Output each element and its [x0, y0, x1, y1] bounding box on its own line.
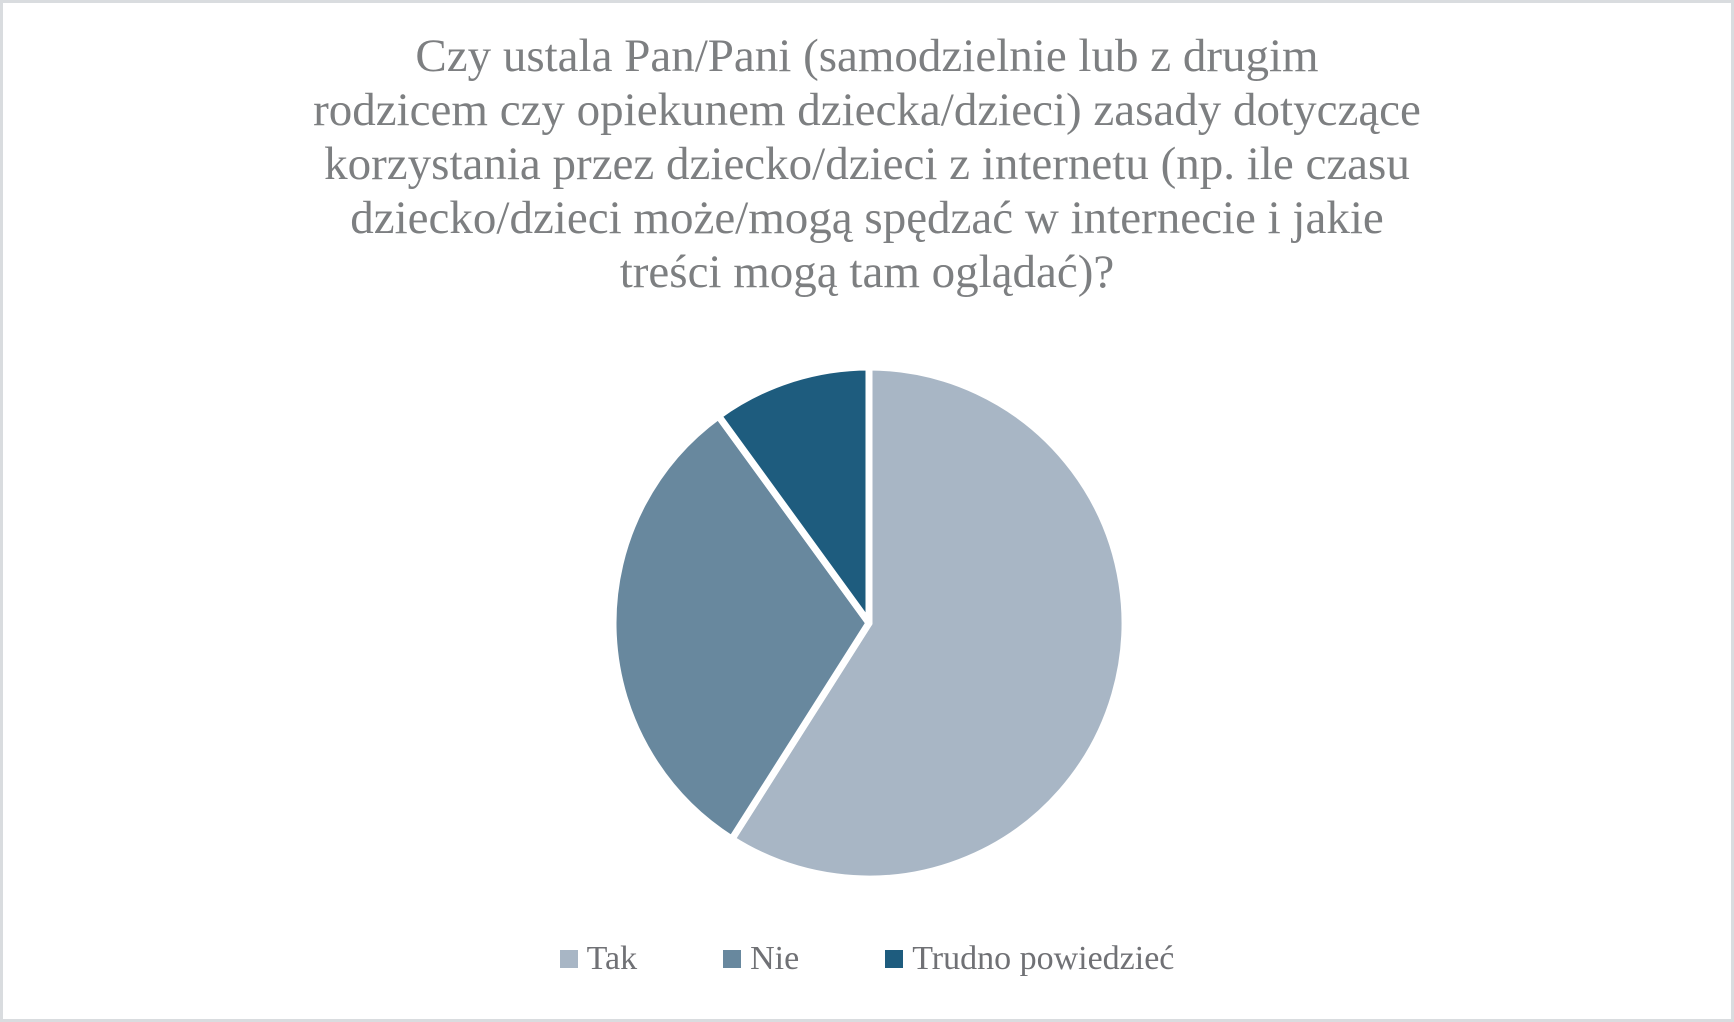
chart-title-line: Czy ustala Pan/Pani (samodzielnie lub z … [415, 30, 1319, 82]
chart-title: Czy ustala Pan/Pani (samodzielnie lub z … [3, 29, 1731, 299]
legend-swatch-nie [723, 950, 742, 969]
chart-title-line: treści mogą tam oglądać)? [619, 246, 1115, 298]
chart-legend: Tak Nie Trudno powiedzieć [3, 939, 1731, 980]
legend-item-nie: Nie [723, 939, 799, 980]
legend-swatch-tak [559, 950, 578, 969]
legend-label-trudno-powiedziec: Trudno powiedzieć [912, 940, 1175, 977]
legend-swatch-trudno-powiedziec [885, 950, 904, 969]
legend-label-nie: Nie [750, 940, 800, 977]
legend-item-tak: Tak [559, 939, 638, 980]
chart-title-line: rodzicem czy opiekunem dziecka/dzieci) z… [313, 84, 1421, 136]
chart-title-line: korzystania przez dziecko/dzieci z inter… [324, 138, 1410, 190]
pie-slice-trudno-powiedziec [715, 363, 873, 627]
legend-item-trudno-powiedziec: Trudno powiedzieć [885, 939, 1174, 980]
pie-slice-tak [728, 363, 1129, 883]
pie-slice-nie [609, 412, 873, 843]
legend-label-tak: Tak [586, 940, 638, 977]
chart-title-line: dziecko/dzieci może/mogą spędzać w inter… [350, 192, 1384, 244]
pie-chart [607, 361, 1131, 885]
